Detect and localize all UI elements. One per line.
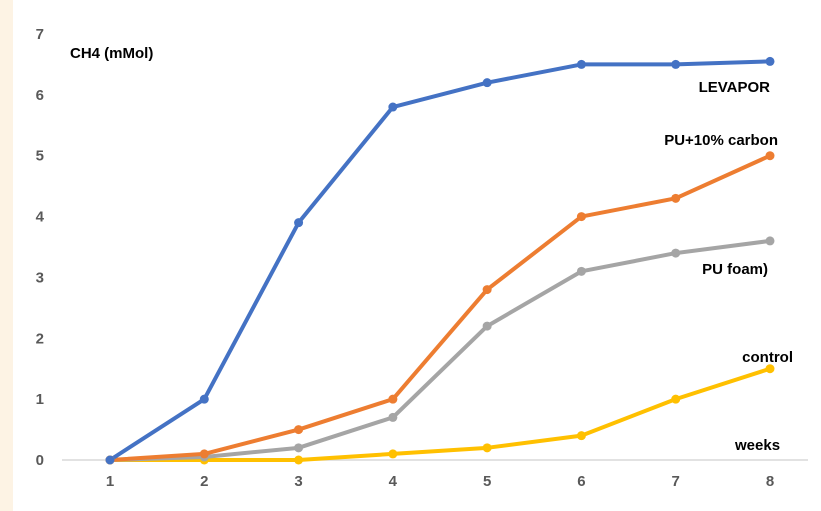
series-line — [108, 366, 772, 462]
data-point — [388, 394, 398, 404]
data-point — [765, 364, 775, 374]
data-point — [576, 266, 586, 276]
series-label: PU+10% carbon — [664, 132, 778, 149]
data-point — [482, 321, 492, 331]
y-tick-label: 1 — [36, 391, 44, 408]
x-axis-title: weeks — [734, 437, 780, 454]
left-edge-strip — [0, 0, 13, 511]
data-point — [576, 59, 586, 69]
y-axis-title: CH4 (mMol) — [70, 45, 153, 62]
data-point — [294, 455, 304, 465]
series-line — [108, 238, 772, 462]
data-point — [105, 455, 115, 465]
series-points — [105, 56, 775, 465]
x-tick-label: 2 — [200, 473, 208, 490]
data-point — [765, 151, 775, 161]
series-labels: LEVAPOR PU+10% carbon PU foam) control — [664, 79, 793, 366]
y-tick-label: 7 — [36, 26, 44, 43]
data-point — [388, 102, 398, 112]
series-lines — [108, 59, 772, 462]
x-tick-label: 7 — [672, 473, 680, 490]
data-point — [576, 431, 586, 441]
data-point — [671, 248, 681, 258]
data-point — [294, 425, 304, 435]
x-tick-label: 5 — [483, 473, 491, 490]
data-point — [482, 78, 492, 88]
x-axis-ticks: 1 2 3 4 5 6 7 8 — [106, 473, 774, 490]
series-line — [108, 153, 772, 462]
data-point — [388, 412, 398, 422]
x-tick-label: 1 — [106, 473, 114, 490]
data-point — [199, 449, 209, 459]
data-point — [576, 212, 586, 222]
y-tick-label: 2 — [36, 330, 44, 347]
series-label: PU foam) — [702, 261, 768, 278]
data-point — [765, 236, 775, 246]
series-line — [108, 59, 772, 462]
data-point — [482, 285, 492, 295]
x-tick-label: 3 — [294, 473, 302, 490]
x-tick-label: 4 — [389, 473, 398, 490]
y-tick-label: 0 — [36, 452, 44, 469]
data-point — [482, 443, 492, 453]
data-point — [294, 218, 304, 228]
data-point — [388, 449, 398, 459]
y-tick-label: 5 — [36, 148, 44, 165]
y-tick-label: 3 — [36, 269, 44, 286]
series-label: control — [742, 349, 793, 366]
series-label: LEVAPOR — [699, 79, 771, 96]
data-point — [671, 394, 681, 404]
data-point — [199, 394, 209, 404]
data-point — [294, 443, 304, 453]
y-tick-label: 4 — [36, 209, 45, 226]
x-tick-label: 8 — [766, 473, 774, 490]
x-tick-label: 6 — [577, 473, 585, 490]
y-tick-label: 6 — [36, 87, 44, 104]
y-axis-ticks: 0 1 2 3 4 5 6 7 — [36, 26, 45, 469]
data-point — [671, 59, 681, 69]
data-point — [671, 193, 681, 203]
data-point — [765, 56, 775, 66]
